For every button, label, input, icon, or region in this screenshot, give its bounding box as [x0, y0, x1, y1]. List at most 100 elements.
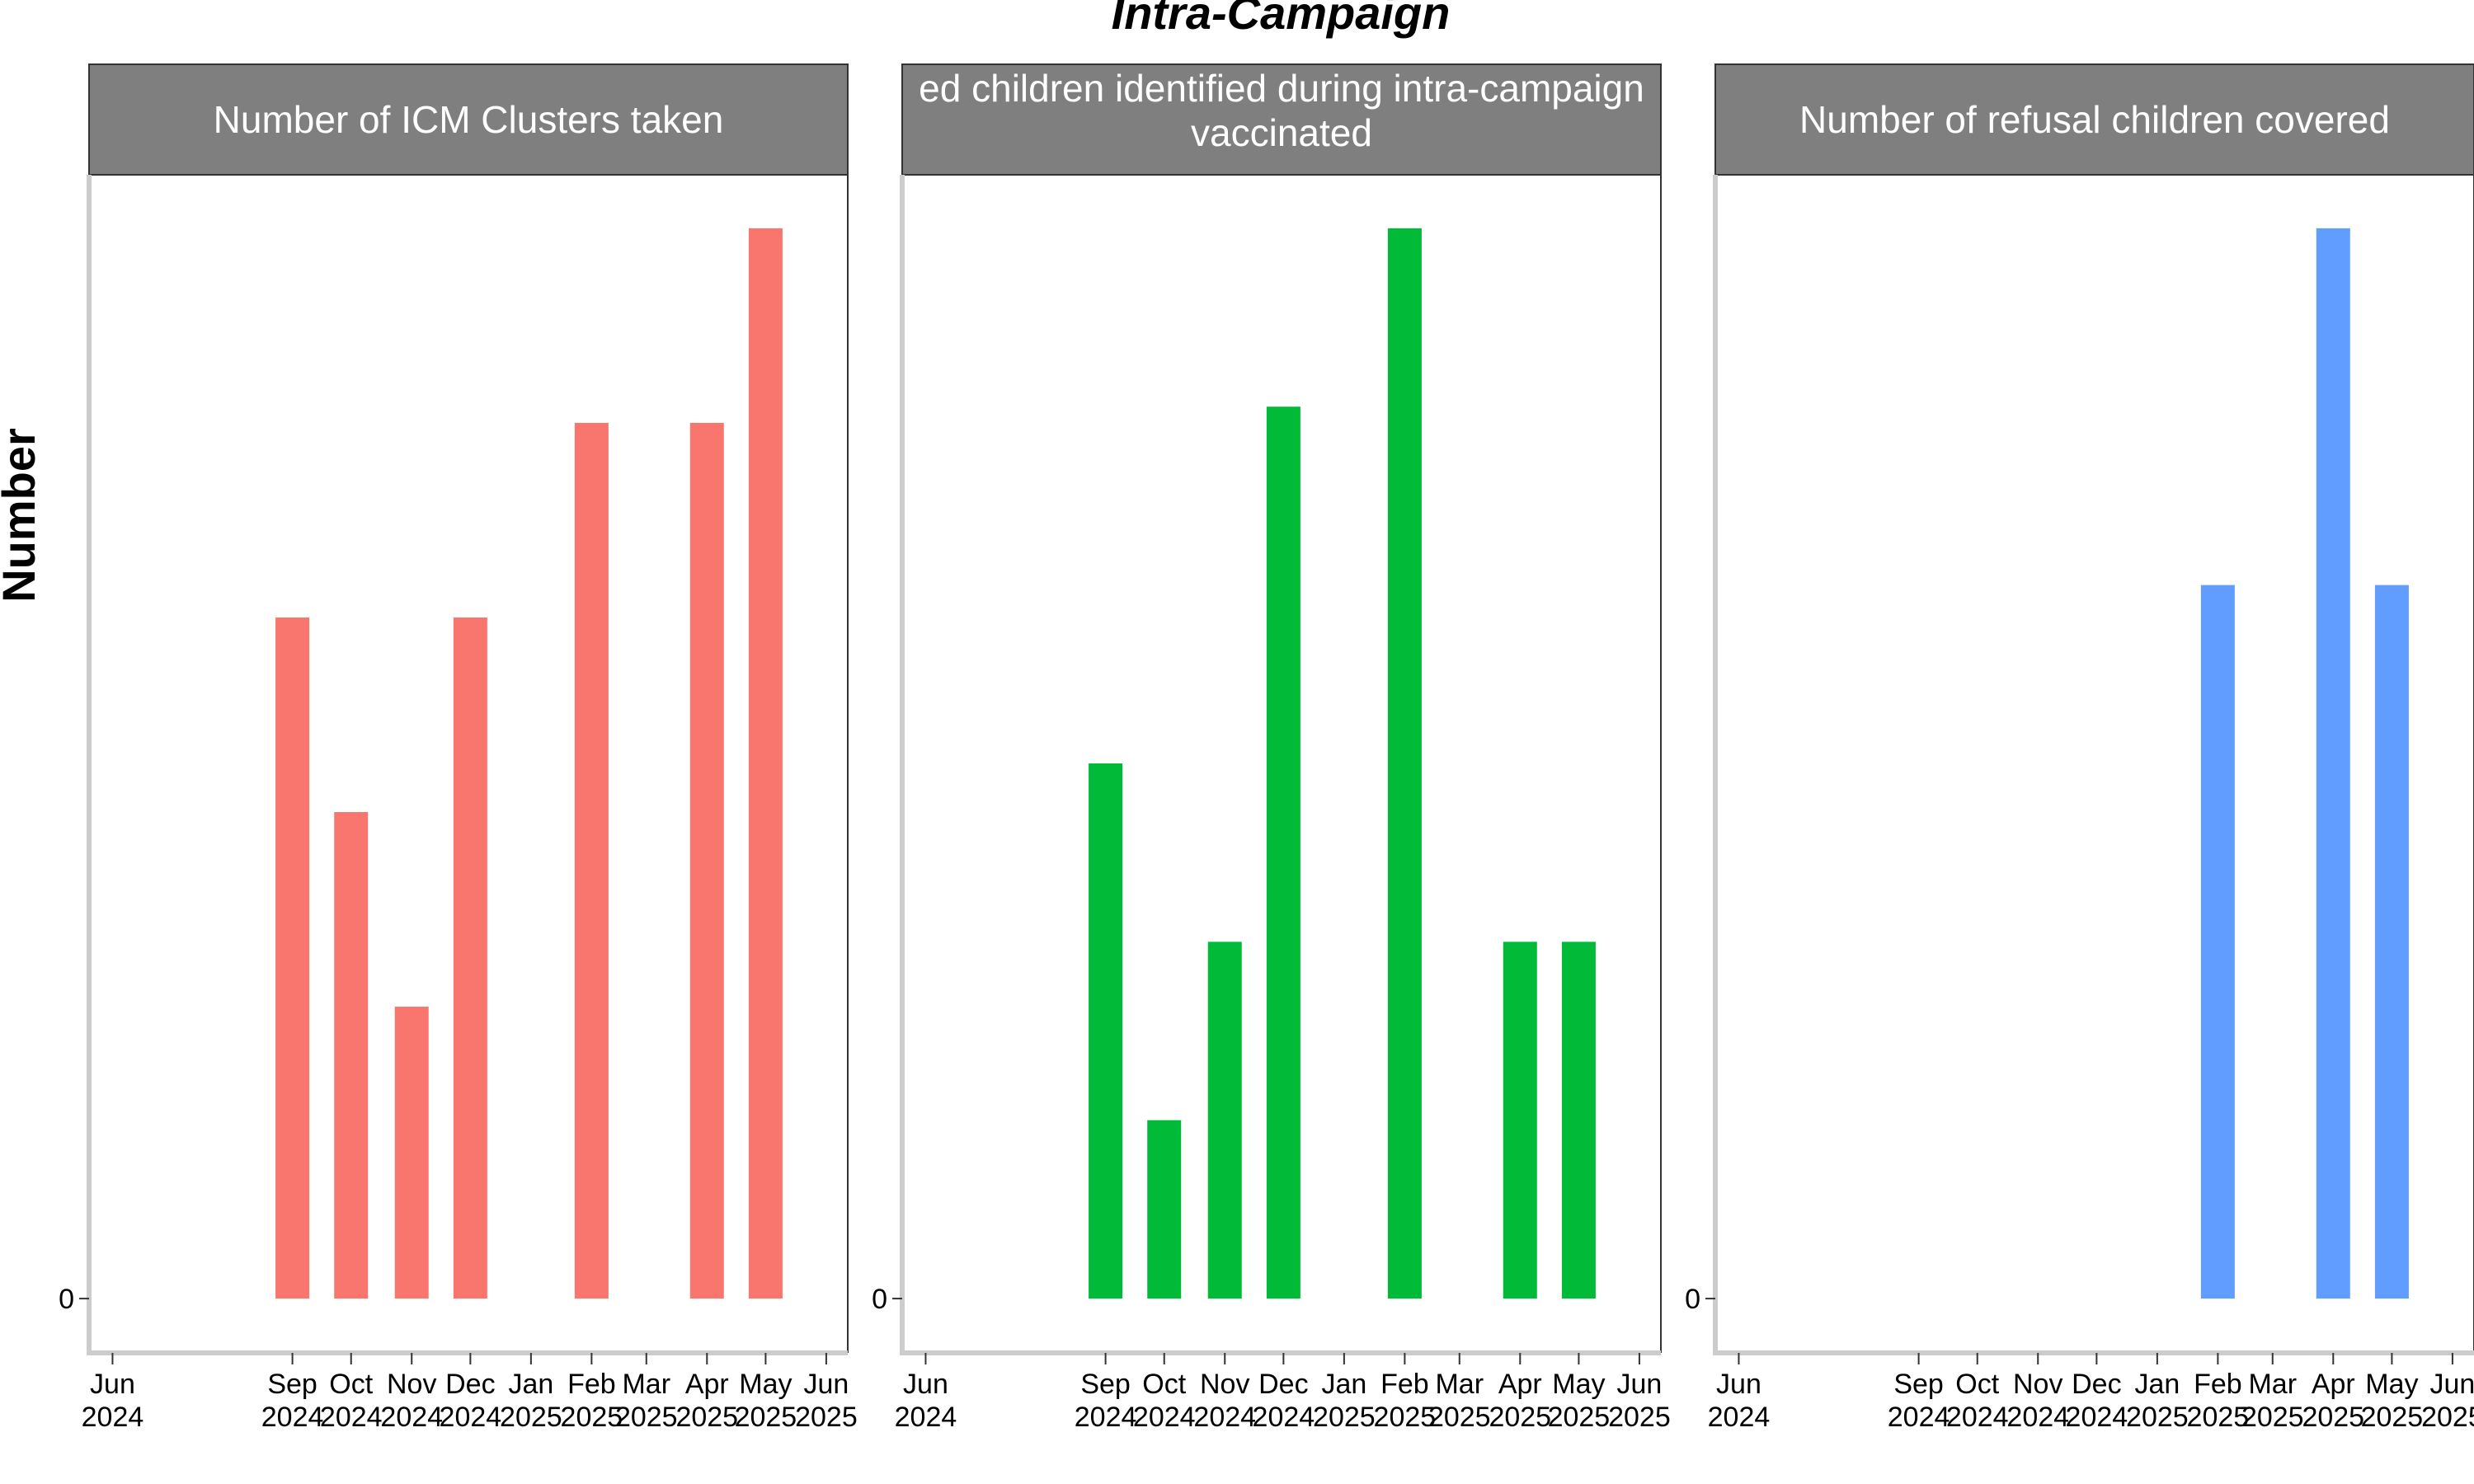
x-tick-label-month: Sep — [267, 1369, 317, 1400]
x-tick-label-year: 2024 — [1253, 1402, 1315, 1433]
x-tick-label-year: 2025 — [1548, 1402, 1611, 1433]
x-tick-label-year: 2025 — [2126, 1402, 2189, 1433]
bar — [2200, 585, 2235, 1299]
bar — [1147, 1120, 1182, 1299]
bar — [1503, 942, 1537, 1299]
bar — [453, 617, 487, 1299]
x-tick-label-year: 2024 — [1075, 1402, 1137, 1433]
x-tick-label-year: 2025 — [2187, 1402, 2250, 1433]
x-tick-label-year: 2025 — [735, 1402, 797, 1433]
x-tick-label-month: Mar — [2248, 1369, 2297, 1400]
x-tick-label-month: Sep — [1893, 1369, 1944, 1400]
x-tick-label-month: Sep — [1080, 1369, 1131, 1400]
x-tick-label-year: 2025 — [615, 1402, 678, 1433]
x-tick-label-year: 2025 — [2241, 1402, 2304, 1433]
facet-strip-label: vaccinated — [1191, 111, 1372, 154]
x-tick-label-month: Feb — [1380, 1369, 1429, 1400]
bar — [334, 812, 369, 1299]
x-tick-label-month: Jan — [508, 1369, 553, 1400]
facet-strip — [88, 63, 849, 176]
x-tick-label-month: Apr — [685, 1369, 729, 1400]
x-tick-label-year: 2024 — [2006, 1402, 2069, 1433]
x-tick-label-year: 2024 — [1946, 1402, 2009, 1433]
facet-strip-label: ed children identified during intra-camp… — [919, 67, 1644, 110]
bar — [1266, 406, 1300, 1299]
x-tick-label-month: Apr — [1498, 1369, 1542, 1400]
x-tick-label-month: Nov — [2013, 1369, 2062, 1400]
bar — [1207, 942, 1242, 1299]
x-tick-label-year: 2024 — [1708, 1402, 1771, 1433]
x-tick-label-year: 2025 — [2421, 1402, 2474, 1433]
x-tick-label-year: 2025 — [795, 1402, 858, 1433]
facet-strip — [1714, 63, 2474, 176]
x-tick-label-year: 2025 — [500, 1402, 562, 1433]
bar — [2316, 228, 2350, 1299]
x-tick-label-year: 2024 — [1133, 1402, 1196, 1433]
y-tick-label: 0 — [872, 1284, 887, 1315]
bar — [275, 617, 310, 1299]
x-tick-label-year: 2025 — [2302, 1402, 2364, 1433]
chart-title: Intra-Campaign — [1112, 0, 1451, 39]
y-tick-label: 0 — [59, 1284, 74, 1315]
x-tick-label-month: Nov — [1200, 1369, 1249, 1400]
x-tick-label-year: 2024 — [2066, 1402, 2128, 1433]
x-tick-label-month: Jan — [1321, 1369, 1366, 1400]
x-tick-label-month: May — [739, 1369, 792, 1400]
x-tick-label-year: 2025 — [1608, 1402, 1671, 1433]
x-tick-label-year: 2024 — [380, 1402, 443, 1433]
facet-panels: Number of ICM Clusters taken0Jun2024Sep2… — [59, 63, 2474, 1433]
y-axis-label: Number — [0, 428, 45, 603]
bar — [1089, 763, 1123, 1299]
x-tick-label-month: Mar — [622, 1369, 670, 1400]
bar — [1387, 228, 1422, 1299]
x-tick-label-month: May — [1552, 1369, 1605, 1400]
x-tick-label-month: Mar — [1435, 1369, 1484, 1400]
x-tick-label-month: Dec — [2072, 1369, 2121, 1400]
bar — [689, 422, 724, 1299]
facet-panel-1: Number of ICM Clusters taken0Jun2024Sep2… — [59, 63, 858, 1433]
x-tick-label-month: Jun — [903, 1369, 948, 1400]
x-tick-label-month: Apr — [2312, 1369, 2355, 1400]
bar — [1561, 942, 1596, 1299]
x-tick-label-year: 2024 — [1888, 1402, 1950, 1433]
x-tick-label-year: 2024 — [82, 1402, 144, 1433]
x-tick-label-year: 2024 — [320, 1402, 383, 1433]
x-tick-label-month: Oct — [329, 1369, 373, 1400]
x-tick-label-year: 2025 — [561, 1402, 623, 1433]
facet-strip — [901, 63, 1662, 176]
facet-strip-label: Number of refusal children covered — [1799, 98, 2390, 141]
x-tick-label-month: Jun — [1716, 1369, 1761, 1400]
x-tick-label-year: 2024 — [895, 1402, 957, 1433]
y-tick-label: 0 — [1685, 1284, 1700, 1315]
x-tick-label-year: 2025 — [1489, 1402, 1551, 1433]
x-tick-label-month: Feb — [567, 1369, 616, 1400]
x-tick-label-month: Jun — [90, 1369, 135, 1400]
x-tick-label-year: 2025 — [675, 1402, 738, 1433]
x-tick-label-year: 2024 — [440, 1402, 502, 1433]
x-tick-label-year: 2025 — [1313, 1402, 1376, 1433]
facet-panel-3: Number of refusal children covered0Jun20… — [1685, 63, 2474, 1433]
bar — [2374, 585, 2409, 1299]
bar — [394, 1007, 429, 1299]
bar — [748, 228, 783, 1299]
x-tick-label-year: 2025 — [2361, 1402, 2424, 1433]
x-tick-label-month: Oct — [1142, 1369, 1186, 1400]
x-tick-label-month: Jan — [2134, 1369, 2180, 1400]
x-tick-label-month: Nov — [387, 1369, 436, 1400]
x-tick-label-month: Jun — [1617, 1369, 1663, 1400]
x-tick-label-year: 2025 — [1428, 1402, 1491, 1433]
x-tick-label-month: May — [2365, 1369, 2418, 1400]
x-tick-label-month: Dec — [1258, 1369, 1308, 1400]
x-tick-label-month: Oct — [1955, 1369, 1999, 1400]
x-tick-label-month: Feb — [2194, 1369, 2242, 1400]
x-tick-label-year: 2024 — [1193, 1402, 1256, 1433]
x-tick-label-year: 2024 — [261, 1402, 324, 1433]
x-tick-label-month: Jun — [2430, 1369, 2474, 1400]
facet-strip-label: Number of ICM Clusters taken — [214, 98, 724, 141]
bar — [574, 422, 609, 1299]
x-tick-label-month: Dec — [445, 1369, 495, 1400]
x-tick-label-year: 2025 — [1374, 1402, 1437, 1433]
x-tick-label-month: Jun — [804, 1369, 849, 1400]
facet-panel-2: ed children identified during intra-camp… — [872, 63, 1671, 1433]
